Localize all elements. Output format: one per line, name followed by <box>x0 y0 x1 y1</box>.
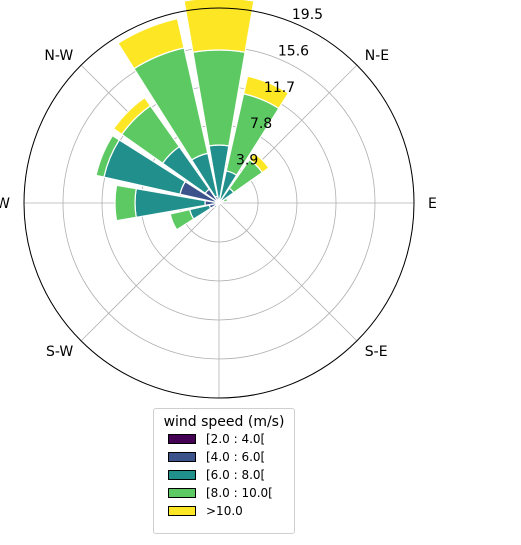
legend-entry: >10.0 <box>168 502 294 520</box>
legend-swatch <box>168 506 196 516</box>
legend-swatch <box>168 452 196 462</box>
radial-gridline <box>80 202 220 342</box>
sector-bar <box>248 152 270 174</box>
legend-label: [6.0 : 8.0[ <box>206 468 266 482</box>
legend-entry: [2.0 : 4.0[ <box>168 430 294 448</box>
sector-bar <box>220 201 223 205</box>
radial-gridline <box>218 202 358 342</box>
sector-bar <box>183 0 255 53</box>
ring-tick-label: 19.5 <box>292 7 323 23</box>
ring-tick-label: 3.9 <box>236 153 258 169</box>
legend-swatch <box>168 434 196 444</box>
legend-label: [2.0 : 4.0[ <box>206 432 266 446</box>
windrose-chart: 3.97.811.715.619.5NN-EES-ESS-WWN-W <box>0 0 437 399</box>
legend-title: wind speed (m/s) <box>163 414 285 430</box>
sector-bar <box>222 197 229 203</box>
direction-label: S-E <box>365 344 388 360</box>
legend-swatch <box>168 470 196 480</box>
sector-bar <box>112 96 152 136</box>
legend-label: >10.0 <box>206 504 243 518</box>
sector-bar <box>169 208 195 231</box>
legend-entry: [6.0 : 8.0[ <box>168 466 294 484</box>
legend-entry: [4.0 : 6.0[ <box>168 448 294 466</box>
legend: wind speed (m/s) [2.0 : 4.0[ [4.0 : 6.0[… <box>153 408 295 534</box>
direction-label: S-W <box>46 344 73 360</box>
direction-label: N-E <box>365 48 389 64</box>
sector-bar <box>242 75 290 110</box>
direction-label: W <box>0 196 10 212</box>
sector-bar <box>95 134 121 178</box>
direction-label: N-W <box>44 48 73 64</box>
ring-tick-label: 7.8 <box>250 116 272 132</box>
sector-bar <box>117 17 185 70</box>
outer-circle <box>23 7 415 399</box>
legend-label: [8.0 : 10.0[ <box>206 486 273 500</box>
legend-swatch <box>168 488 196 498</box>
legend-label: [4.0 : 6.0[ <box>206 450 266 464</box>
sector-bar <box>114 184 137 222</box>
legend-entry: [8.0 : 10.0[ <box>168 484 294 502</box>
ring-tick-label: 15.6 <box>278 43 309 59</box>
ring-tick-label: 11.7 <box>264 80 295 96</box>
direction-label: E <box>428 196 437 212</box>
